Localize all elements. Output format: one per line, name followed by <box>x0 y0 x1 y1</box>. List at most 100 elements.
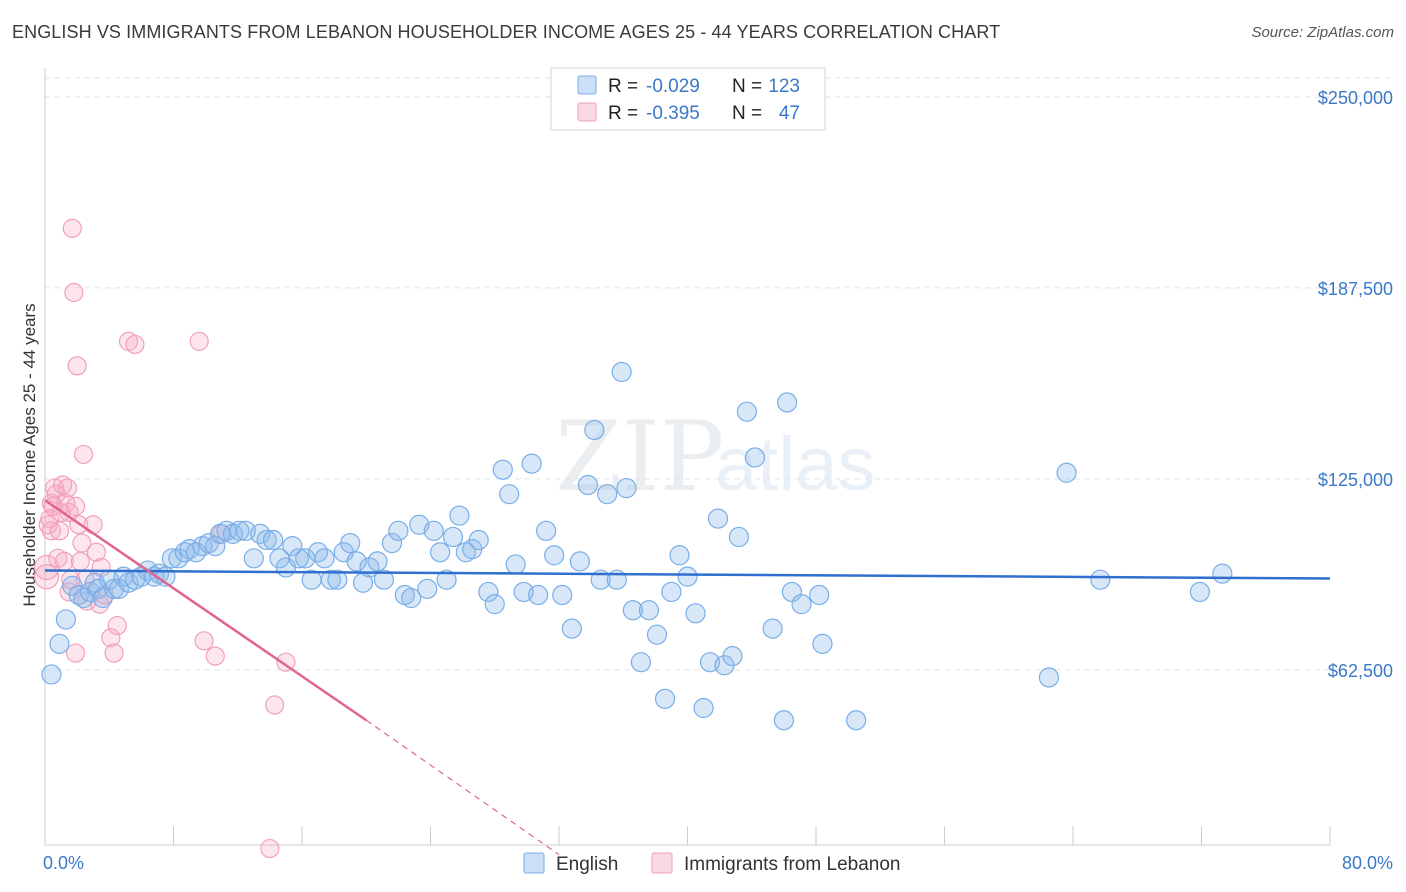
english-point <box>250 523 271 544</box>
english-point <box>528 584 549 606</box>
english-point <box>773 710 794 731</box>
english-point <box>1090 569 1111 590</box>
english-point <box>243 548 264 569</box>
english-point <box>79 581 101 603</box>
x-tick-label-min: 0.0% <box>43 853 84 873</box>
english-point <box>1056 462 1077 483</box>
lebanon-point <box>67 356 87 376</box>
english-point <box>340 532 361 554</box>
lebanon-point <box>49 521 70 541</box>
legend-r-label-english: R = <box>608 76 638 97</box>
y-tick-label: $250,000 <box>1318 88 1393 108</box>
axes <box>44 68 1331 846</box>
english-point <box>638 600 660 621</box>
english-point <box>468 529 489 551</box>
english-point <box>229 520 250 541</box>
english-point <box>654 688 676 709</box>
english-point <box>622 600 643 621</box>
english-point <box>616 477 637 499</box>
lebanon-point <box>72 533 92 553</box>
legend-n-value-lebanon: 47 <box>779 103 800 124</box>
english-point <box>736 401 758 422</box>
english-point <box>499 484 520 505</box>
chart-title: ENGLISH VS IMMIGRANTS FROM LEBANON HOUSE… <box>12 22 1001 42</box>
gridlines <box>45 77 1395 671</box>
lebanon-point <box>62 218 82 238</box>
english-point <box>442 526 464 548</box>
english-point <box>577 474 599 496</box>
lebanon-point <box>107 615 127 636</box>
lebanon-point <box>260 838 280 859</box>
watermark-zip: ZIP <box>555 401 724 513</box>
lebanon-point <box>104 643 124 663</box>
english-point <box>314 548 335 569</box>
bottom-legend-label-english: English <box>556 854 618 875</box>
english-point <box>569 551 590 572</box>
lebanon-trend-extension <box>365 719 560 856</box>
lebanon-point <box>265 695 285 715</box>
english-point <box>320 569 342 590</box>
english-point <box>630 652 652 673</box>
english-point <box>1038 667 1060 688</box>
english-point <box>707 508 729 529</box>
english-point <box>776 392 798 413</box>
bottom-legend-swatch-english <box>523 852 545 874</box>
legend-r-value-lebanon: -0.395 <box>646 103 700 124</box>
legend-r-label-lebanon: R = <box>608 103 638 124</box>
y-tick-labels: $62,500 $125,000 $187,500 $250,000 <box>1318 88 1393 681</box>
lebanon-point <box>34 554 60 581</box>
english-point <box>536 520 557 541</box>
english-point <box>436 569 457 590</box>
english-point <box>728 526 750 548</box>
x-tick-label-max: 80.0% <box>1342 853 1393 873</box>
english-point <box>41 664 62 685</box>
y-tick-label: $125,000 <box>1318 470 1393 490</box>
lebanon-point <box>70 551 90 571</box>
lebanon-point <box>73 444 94 465</box>
english-point <box>55 609 76 630</box>
lebanon-point <box>205 646 225 666</box>
english-point <box>677 566 698 587</box>
english-point <box>584 419 605 441</box>
english-point <box>646 624 668 645</box>
english-point <box>478 581 499 603</box>
english-point <box>762 618 783 639</box>
lebanon-point <box>86 542 107 562</box>
english-point <box>791 594 812 615</box>
english-point <box>282 536 303 557</box>
english-point <box>367 551 388 572</box>
legend-n-label-lebanon: N = <box>732 103 762 124</box>
english-point <box>388 520 409 541</box>
english-point <box>373 569 395 590</box>
legend-r-value-english: -0.029 <box>646 76 700 97</box>
legend-swatch-lebanon <box>577 102 597 122</box>
english-trend-line <box>44 569 1331 580</box>
correlation-legend: R = -0.029 N = 123 R = -0.395 N = 47 <box>550 67 826 131</box>
y-tick-label: $62,500 <box>1328 661 1393 681</box>
english-point <box>561 618 582 639</box>
lebanon-point <box>101 628 121 648</box>
lebanon-point <box>65 643 86 663</box>
lebanon-point <box>276 652 296 672</box>
english-point <box>449 505 470 526</box>
english-point <box>685 603 706 624</box>
english-point <box>1189 581 1210 603</box>
english-point <box>430 542 451 563</box>
english-point <box>492 459 513 480</box>
english-point <box>552 584 573 606</box>
english-point <box>346 551 367 572</box>
english-point <box>597 484 618 505</box>
bottom-legend-swatch-lebanon <box>651 852 673 874</box>
english-point <box>262 529 284 551</box>
english-point <box>809 584 830 606</box>
bottom-legend-label-lebanon: Immigrants from Lebanon <box>684 854 901 875</box>
english-point <box>744 447 766 468</box>
legend-swatch-english <box>577 75 597 95</box>
english-point <box>205 536 226 557</box>
english-point <box>401 587 422 609</box>
english-point <box>417 578 438 599</box>
y-tick-label: $187,500 <box>1318 279 1393 299</box>
x-tick-labels: 0.0% 80.0% <box>43 853 1393 873</box>
legend-n-label-english: N = <box>732 76 762 97</box>
